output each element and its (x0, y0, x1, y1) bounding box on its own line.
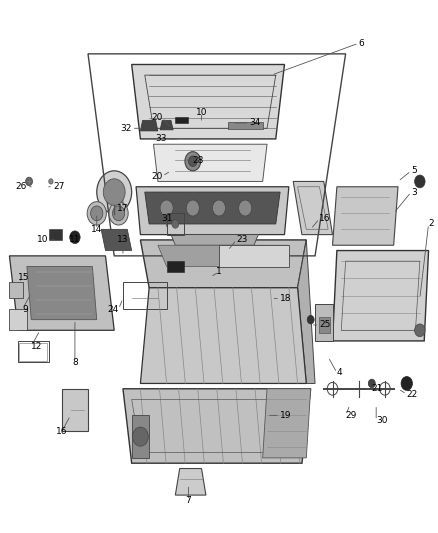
Polygon shape (49, 229, 62, 240)
Polygon shape (10, 309, 27, 330)
Polygon shape (10, 282, 22, 298)
Text: 29: 29 (346, 411, 357, 420)
Text: 17: 17 (117, 204, 129, 213)
Text: 7: 7 (186, 496, 191, 505)
Polygon shape (62, 389, 88, 431)
Text: 1: 1 (216, 268, 222, 276)
Text: 13: 13 (117, 236, 129, 245)
Text: 19: 19 (280, 411, 292, 420)
Circle shape (307, 316, 314, 324)
Text: 9: 9 (22, 304, 28, 313)
Circle shape (239, 200, 252, 216)
Polygon shape (228, 122, 263, 130)
Circle shape (368, 379, 375, 387)
Text: 4: 4 (337, 368, 343, 377)
Polygon shape (315, 304, 332, 341)
Text: 16: 16 (319, 214, 331, 223)
Circle shape (133, 427, 148, 446)
Polygon shape (145, 192, 280, 224)
Polygon shape (141, 240, 306, 288)
Circle shape (25, 177, 32, 185)
Text: 14: 14 (91, 225, 102, 234)
Text: 27: 27 (53, 182, 64, 191)
Text: 22: 22 (407, 390, 418, 399)
Text: 20: 20 (151, 172, 162, 181)
Text: 26: 26 (15, 182, 27, 191)
Circle shape (113, 206, 125, 221)
Polygon shape (332, 187, 398, 245)
Text: 28: 28 (193, 156, 204, 165)
Polygon shape (171, 235, 258, 245)
Polygon shape (175, 117, 188, 123)
Circle shape (185, 152, 201, 171)
Polygon shape (219, 245, 289, 266)
Text: 8: 8 (72, 358, 78, 367)
Text: 2: 2 (428, 220, 434, 229)
Text: 10: 10 (196, 108, 207, 117)
Polygon shape (141, 120, 158, 131)
Polygon shape (141, 288, 306, 383)
Polygon shape (132, 415, 149, 458)
Circle shape (415, 175, 425, 188)
Text: 31: 31 (161, 214, 173, 223)
Text: 15: 15 (18, 273, 30, 281)
Circle shape (401, 376, 413, 390)
Circle shape (160, 200, 173, 216)
Circle shape (91, 206, 103, 221)
Text: 21: 21 (372, 384, 383, 393)
Text: 16: 16 (56, 427, 67, 436)
Polygon shape (297, 240, 315, 383)
Circle shape (186, 200, 199, 216)
Polygon shape (136, 187, 289, 235)
Circle shape (103, 179, 125, 205)
Text: 12: 12 (31, 342, 42, 351)
Polygon shape (193, 245, 276, 272)
Text: 32: 32 (120, 124, 132, 133)
Polygon shape (101, 229, 132, 251)
Circle shape (49, 179, 53, 184)
Circle shape (70, 231, 80, 244)
Polygon shape (166, 261, 184, 272)
Text: 30: 30 (376, 416, 388, 425)
Polygon shape (153, 144, 267, 181)
Text: 3: 3 (411, 188, 417, 197)
Circle shape (172, 220, 179, 228)
Text: 25: 25 (319, 320, 331, 329)
Circle shape (97, 171, 132, 213)
Circle shape (188, 156, 197, 166)
Circle shape (87, 201, 106, 225)
Polygon shape (293, 181, 332, 235)
Text: 34: 34 (250, 118, 261, 127)
Polygon shape (27, 266, 97, 320)
Bar (19, 343, 47, 361)
Text: 33: 33 (155, 134, 166, 143)
Polygon shape (132, 64, 285, 139)
Circle shape (109, 201, 128, 225)
Polygon shape (158, 245, 289, 266)
Text: 20: 20 (151, 113, 162, 122)
Circle shape (415, 324, 425, 337)
Polygon shape (332, 251, 428, 341)
Polygon shape (160, 120, 173, 130)
Polygon shape (263, 389, 311, 458)
Polygon shape (123, 389, 311, 463)
Text: 10: 10 (37, 236, 49, 245)
Circle shape (212, 200, 226, 216)
Text: 6: 6 (359, 39, 364, 48)
Polygon shape (175, 469, 206, 495)
Text: 24: 24 (107, 304, 119, 313)
Text: 11: 11 (69, 236, 81, 245)
Text: 5: 5 (411, 166, 417, 175)
Text: 23: 23 (237, 236, 248, 245)
Text: 18: 18 (280, 294, 292, 303)
Polygon shape (10, 256, 114, 330)
Bar (319, 317, 330, 333)
